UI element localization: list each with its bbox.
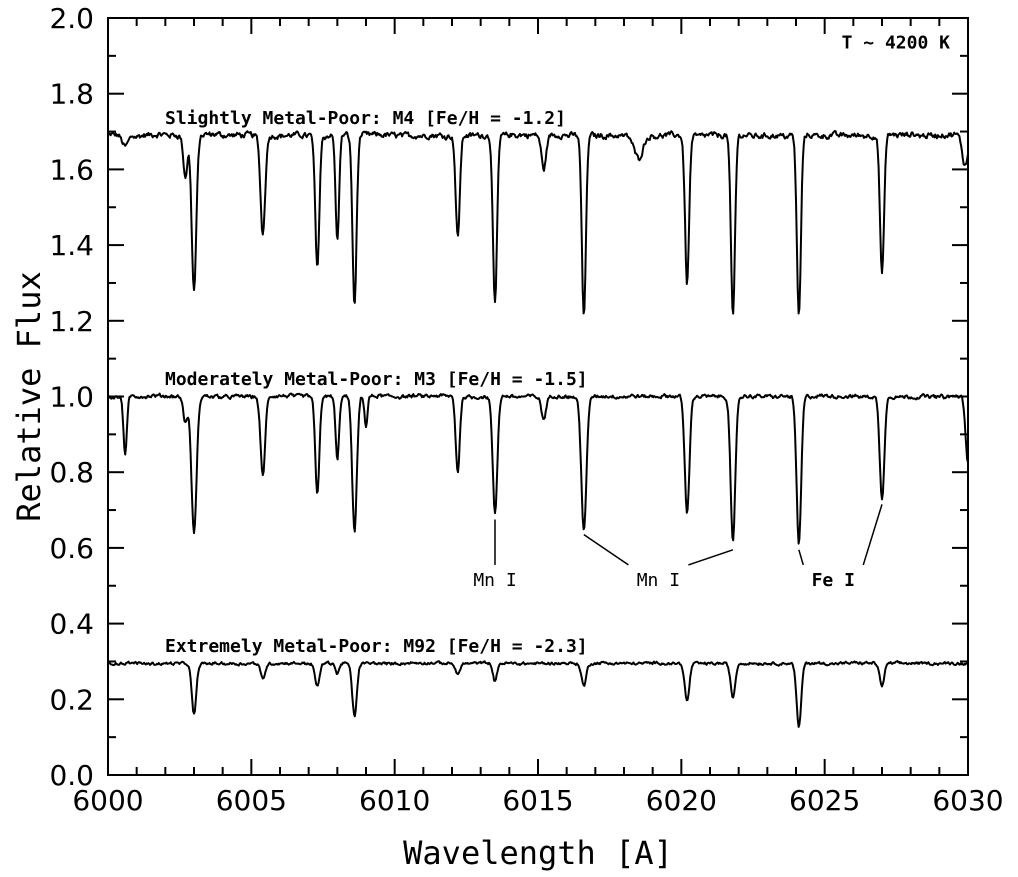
series-labels: Slightly Metal-Poor: M4 [Fe/H = -1.2] Mod…	[165, 108, 588, 657]
line-id-pointer	[583, 534, 629, 566]
x-axis-title: Wavelength [A]	[403, 834, 673, 872]
y-tick-label: 0.4	[49, 608, 94, 641]
y-tick-label: 1.2	[49, 305, 94, 338]
x-tick-label: 6015	[502, 784, 573, 817]
x-tick-label: 6000	[72, 784, 143, 817]
y-tick-label: 1.4	[49, 229, 94, 262]
y-axis-tick-labels: 0.0 0.2 0.4 0.6 0.8 1.0 1.2 1.4 1.6 1.8 2.0	[49, 2, 94, 792]
y-tick-label: 0.6	[49, 532, 94, 565]
series-label: Moderately Metal-Poor: M3 [Fe/H = -1.5]	[165, 369, 588, 390]
y-tick-label: 0.2	[49, 683, 94, 716]
spectrum-line-3	[107, 660, 969, 728]
line-id-label: Mn I	[637, 570, 680, 591]
x-tick-label: 6010	[359, 784, 430, 817]
y-axis-title: Relative Flux	[10, 271, 48, 521]
line-id-pointer	[798, 549, 804, 566]
x-tick-label: 6020	[646, 784, 717, 817]
line-id-label: Mn I	[473, 570, 516, 591]
x-tick-label: 6025	[789, 784, 860, 817]
line-id-pointer	[688, 549, 734, 566]
line-identifications: Mn I Mn I Fe I	[473, 504, 883, 591]
x-tick-label: 6005	[216, 784, 287, 817]
x-tick-label: 6030	[932, 784, 1003, 817]
spectra-lines	[107, 130, 969, 728]
y-tick-label: 1.6	[49, 153, 94, 186]
axis-ticks	[107, 17, 969, 776]
series-label: Extremely Metal-Poor: M92 [Fe/H = -2.3]	[165, 636, 588, 657]
line-id-pointer	[862, 504, 883, 566]
y-tick-label: 2.0	[49, 2, 94, 35]
y-tick-label: 0.8	[49, 456, 94, 489]
temperature-annotation: T ~ 4200 K	[842, 32, 951, 53]
y-tick-label: 1.0	[49, 381, 94, 414]
series-label: Slightly Metal-Poor: M4 [Fe/H = -1.2]	[165, 108, 566, 129]
x-axis-tick-labels: 6000 6005 6010 6015 6020 6025 6030	[72, 784, 1003, 817]
line-id-label: Fe I	[812, 570, 855, 591]
y-tick-label: 0.0	[49, 759, 94, 792]
spectrum-line-2	[107, 392, 969, 545]
spectrum-line-1	[107, 130, 969, 315]
y-tick-label: 1.8	[49, 78, 94, 111]
